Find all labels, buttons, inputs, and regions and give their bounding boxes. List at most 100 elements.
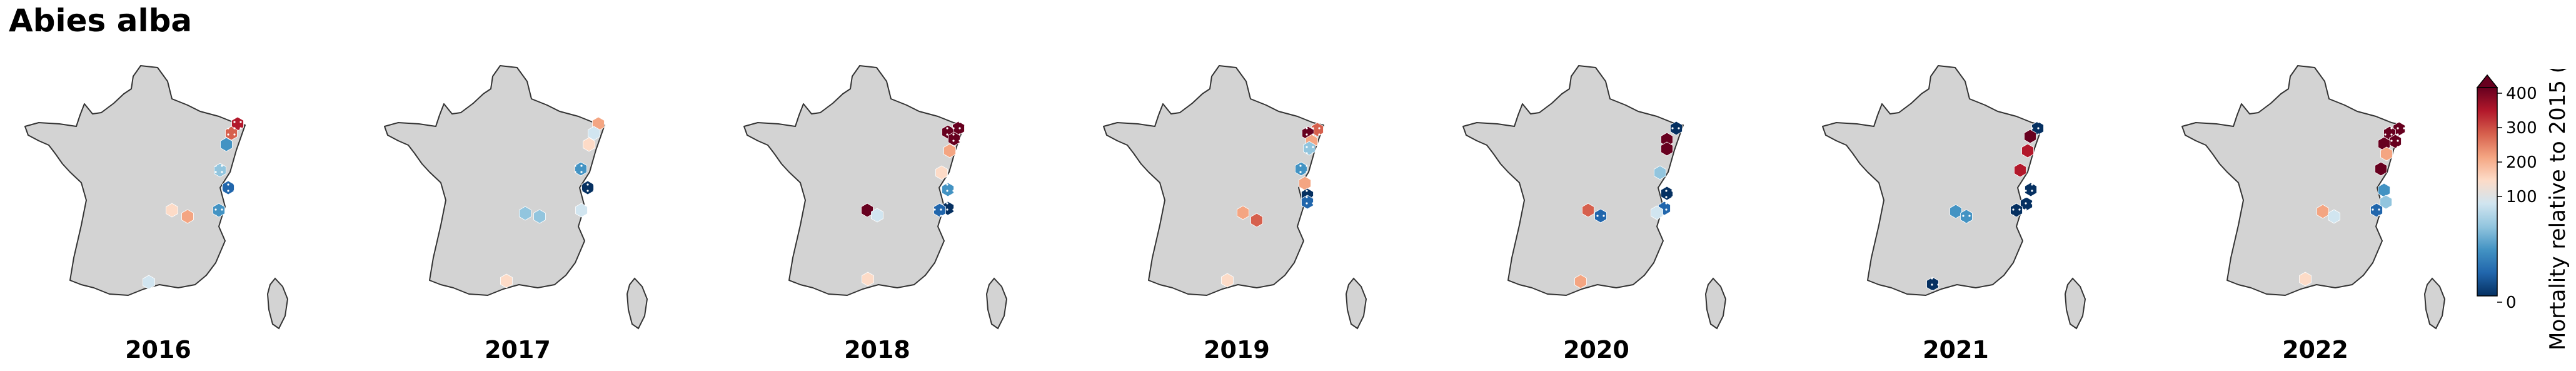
france-outline [24,65,246,296]
colorbar: 0 100 200 300 400 Mortality relative to 2015… [2476,69,2570,350]
colorbar-gradient [2477,87,2498,297]
map-panel-2017: 2017 [384,65,648,363]
mortality-hex-cell [583,137,595,152]
significance-hatch [2393,122,2405,136]
significance-hatch [2031,121,2044,135]
year-label-2017: 2017 [485,336,551,363]
mortality-hex-cell [1250,213,1263,228]
mortality-hex-cell [2021,143,2034,158]
corsica-outline [985,277,1008,330]
significance-hatch [231,117,244,131]
significance-hatch [1661,186,1673,200]
mortality-hex-cell [181,209,194,224]
year-label-2020: 2020 [1563,336,1629,363]
mortality-hex-cell [220,137,233,152]
corsica-outline [1704,277,1727,330]
map-panel-2019: 2019 [1103,65,1367,363]
significance-hatch [948,132,960,146]
significance-hatch [222,181,234,195]
mortality-hex-cell [943,143,956,158]
mortality-hex-cell [2299,272,2312,287]
mortality-hex-cell [1582,203,1594,218]
corsica-outline [626,277,648,330]
mortality-hex-cell [588,126,600,141]
significance-hatch [1670,121,1683,135]
year-label-2016: 2016 [125,336,191,363]
mortality-hex-cell [1651,205,1663,220]
significance-hatch [942,183,954,196]
corsica-outline [2064,277,2086,330]
significance-hatch [2010,203,2023,217]
corsica-outline [266,277,289,330]
colorbar-tick-label: 200 [2506,153,2537,172]
mortality-hex-cell [1237,205,1249,220]
colorbar-tick-label: 100 [2506,188,2537,206]
year-label-2021: 2021 [1923,336,1989,363]
figure-title: Abies alba [9,3,193,39]
mortality-hex-cell [2014,163,2026,178]
significance-hatch [2370,203,2383,217]
significance-hatch [213,203,225,217]
significance-hatch [214,163,226,177]
colorbar-tick-label: 400 [2506,84,2537,103]
mortality-hex-cell [2317,204,2329,219]
mortality-hex-cell [861,203,873,218]
significance-hatch [1303,141,1316,155]
france-outline [1462,65,1684,296]
year-label-2022: 2022 [2282,336,2348,363]
significance-hatch [2020,197,2033,211]
france-outline [743,65,965,296]
map-panel-2016: 2016 [24,65,289,363]
france-outline [2181,65,2403,296]
year-label-2018: 2018 [844,336,910,363]
mortality-hex-cell [2328,209,2340,224]
corsica-outline [1345,277,1367,330]
mortality-hex-cell [519,206,531,221]
map-panel-2018: 2018 [743,65,1008,363]
significance-hatch [1926,277,1939,291]
mortality-hex-cell [166,203,178,218]
mortality-hex-cell [862,272,874,287]
colorbar-tick-label: 0 [2506,293,2517,312]
significance-hatch [581,181,594,195]
map-panel-2021: 2021 [1822,65,2086,363]
mortality-hex-cell [935,165,948,180]
map-panel-2020: 2020 [1462,65,1727,363]
france-outline [1822,65,2043,296]
significance-hatch [575,162,587,176]
year-label-2019: 2019 [1204,336,1270,363]
mortality-hex-cell [533,209,546,224]
mortality-hex-cell [1221,273,1234,288]
significance-hatch [1594,209,1607,223]
significance-hatch [933,203,946,217]
mortality-hex-cell [2380,195,2392,210]
mortality-hex-cell [2375,161,2387,176]
map-panel-2022: 2022 [2181,65,2446,363]
significance-hatch [2025,183,2037,196]
mortality-hex-cell [143,275,155,290]
significance-hatch [1960,210,1973,223]
significance-hatch [1295,162,1307,176]
colorbar-tick-label: 300 [2506,119,2537,138]
significance-hatch [225,126,238,140]
significance-hatch [1311,123,1324,136]
colorbar-label: Mortality relative to 2015 (%) [2545,69,2570,350]
mortality-hex-cell [1654,165,1666,180]
mortality-hex-cell [2378,183,2390,198]
mortality-hex-cell [871,208,883,223]
france-outline [1103,65,1324,296]
significance-hatch [1301,195,1314,209]
mortality-hex-cell [1950,204,1962,219]
mortality-hex-cell [500,273,513,288]
mortality-hex-cell [2380,146,2393,161]
mortality-hex-cell [575,203,588,218]
france-outline [384,65,605,296]
mortality-hex-cell [1661,141,1673,156]
mortality-hex-cell [2024,129,2036,144]
colorbar-extend-arrow [2476,74,2498,88]
significance-hatch [2389,135,2402,148]
corsica-outline [2423,277,2446,330]
mortality-hex-cell [1574,274,1587,289]
significance-hatch [952,121,965,135]
